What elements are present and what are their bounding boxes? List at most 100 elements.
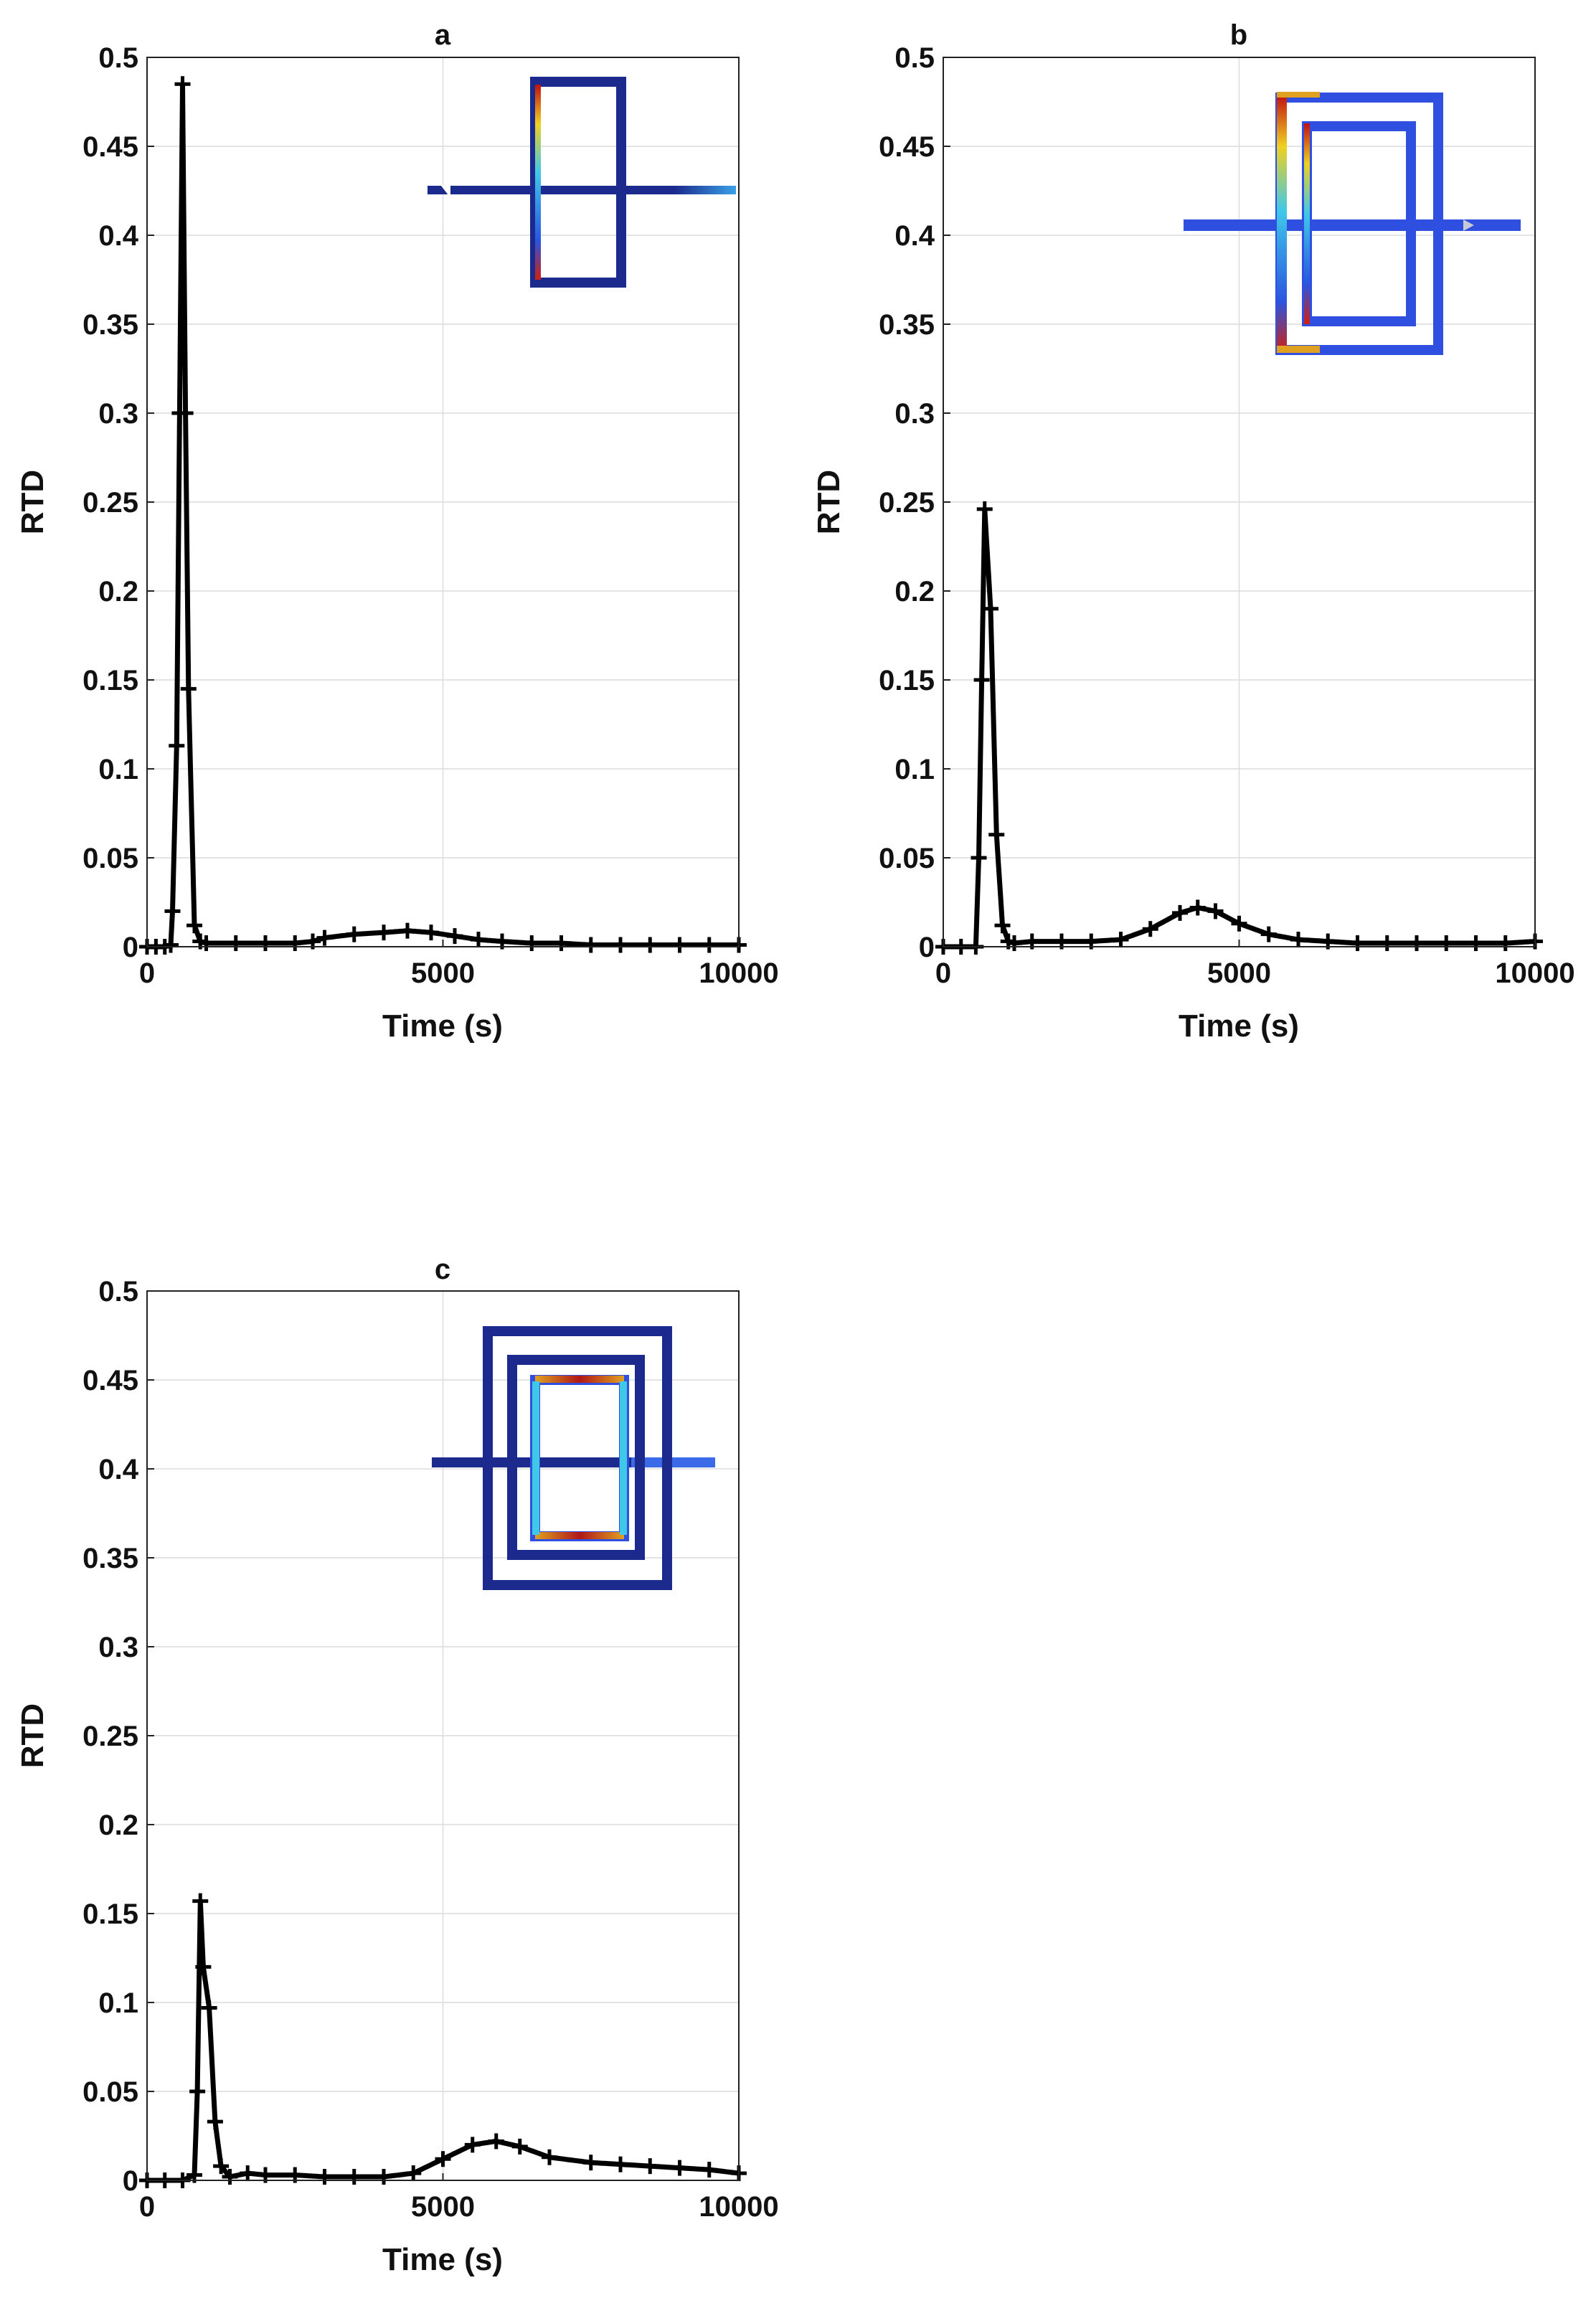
data-point [511, 2138, 528, 2155]
data-point [435, 2151, 451, 2167]
data-point [1409, 935, 1425, 952]
y-tick-label: 0.3 [98, 398, 138, 430]
y-tick-label: 0.25 [879, 487, 935, 519]
data-point [1207, 903, 1224, 919]
axes-frame [943, 57, 1536, 947]
data-point [1468, 935, 1484, 952]
data-point [201, 2000, 217, 2016]
x-tick-label: 0 [139, 957, 155, 989]
data-point [227, 935, 244, 952]
data-point [994, 917, 1011, 934]
panel-title: b [1230, 19, 1247, 51]
data-point [346, 2169, 362, 2185]
axes-frame [146, 1290, 740, 2181]
data-point [405, 2165, 422, 2182]
data-point [316, 2169, 333, 2185]
y-tick-label: 0.1 [98, 754, 138, 785]
panel-b: b Time (s) RTD 0 5000 10000 0 0.05 0.1 0.15 0.… [811, 19, 1575, 1044]
data-point [198, 935, 214, 952]
y-tick-label: 0.05 [82, 2076, 138, 2108]
data-point [195, 1959, 212, 1975]
data-point [287, 935, 303, 952]
data-point [471, 932, 486, 948]
x-tick-labels: 0 5000 10000 [139, 2191, 779, 2223]
data-point [701, 937, 717, 953]
data-point [240, 2165, 256, 2182]
data-point [988, 826, 1005, 843]
y-tick-label: 0.15 [82, 665, 138, 696]
y-tick-label: 0.35 [82, 309, 138, 341]
data-point [488, 2133, 504, 2150]
middle-loop-channel [507, 1355, 645, 1560]
data-point [582, 2155, 599, 2171]
x-axis-title: Time (s) [382, 1008, 503, 1044]
x-tick-labels: 0 5000 10000 [139, 957, 779, 989]
y-tick-labels: 0 0.05 0.1 0.15 0.2 0.25 0.3 0.35 0.4 0.45 0.5 [82, 42, 139, 963]
y-tick-label: 0.1 [894, 754, 935, 785]
y-tick-label: 0.4 [894, 220, 935, 252]
data-point [400, 922, 415, 939]
data-point [983, 600, 998, 617]
y-tick-label: 0.05 [879, 843, 935, 874]
y-tick-labels: 0 0.05 0.1 0.15 0.2 0.25 0.3 0.35 0.4 0.45 0.5 [879, 42, 935, 963]
data-point [1497, 935, 1514, 952]
x-tick-label: 0 [139, 2191, 155, 2223]
y-tick-label: 0.5 [894, 42, 935, 74]
y-tick-labels: 0 0.05 0.1 0.15 0.2 0.25 0.3 0.35 0.4 0.45 0.5 [82, 1276, 139, 2197]
data-point [582, 937, 599, 953]
y-tick-label: 0.35 [879, 309, 935, 341]
data-point [971, 850, 987, 866]
axes-frame [146, 57, 740, 947]
y-axis-title: RTD [15, 470, 50, 534]
data-point [376, 2169, 392, 2185]
y-tick-label: 0.5 [98, 42, 138, 74]
y-tick-label: 0.4 [98, 1454, 138, 1485]
data-point [701, 2162, 717, 2178]
data-point [1438, 935, 1455, 952]
data-series [139, 1893, 747, 2188]
hot-zone-bottom [535, 1532, 624, 1539]
data-point [180, 681, 197, 697]
data-point [1142, 921, 1158, 937]
y-tick-label: 0.05 [82, 843, 138, 874]
data-point [207, 2114, 223, 2130]
y-tick-label: 0.5 [98, 1276, 138, 1307]
hot-zone [1277, 95, 1287, 353]
data-point [1290, 932, 1306, 948]
data-point [1349, 935, 1366, 952]
panel-c: c Time (s) RTD 0 5000 10000 0 0.05 0.1 0.15 0.… [15, 1254, 779, 2277]
data-point [671, 2160, 688, 2176]
y-tick-label: 0.45 [82, 131, 138, 163]
inlet-outlet-pipe [428, 186, 736, 194]
data-point [222, 2169, 238, 2185]
outlet-pipe-end [631, 1457, 715, 1467]
x-axis-title: Time (s) [382, 2242, 503, 2277]
data-point [189, 2084, 206, 2099]
data-point [1231, 915, 1247, 932]
data-point [1006, 935, 1022, 952]
y-tick-label: 0.15 [82, 1898, 138, 1930]
flow-arrow-icon [1463, 219, 1474, 231]
hot-zone-top [1277, 92, 1320, 98]
y-tick-label: 0.25 [82, 1721, 138, 1752]
y-tick-label: 0.2 [894, 576, 935, 607]
data-point [542, 2149, 557, 2165]
data-point [524, 935, 540, 952]
y-tick-label: 0.3 [894, 398, 935, 430]
x-tick-label: 10000 [1495, 957, 1574, 989]
inset-channel-diagram [1184, 92, 1521, 355]
y-tick-label: 0.1 [98, 1987, 138, 2019]
data-point [464, 2137, 481, 2153]
y-tick-label: 0.3 [98, 1632, 138, 1663]
data-point [1379, 935, 1395, 952]
data-point [169, 737, 185, 754]
data-point [613, 2156, 628, 2172]
cool-zone-right [620, 1381, 627, 1535]
hot-zone-top [535, 1376, 624, 1383]
data-point [163, 937, 179, 953]
data-point [192, 1893, 209, 1909]
data-point [174, 76, 191, 93]
y-tick-label: 0 [919, 932, 935, 963]
x-tick-label: 5000 [411, 2191, 475, 2223]
data-point [613, 937, 628, 953]
